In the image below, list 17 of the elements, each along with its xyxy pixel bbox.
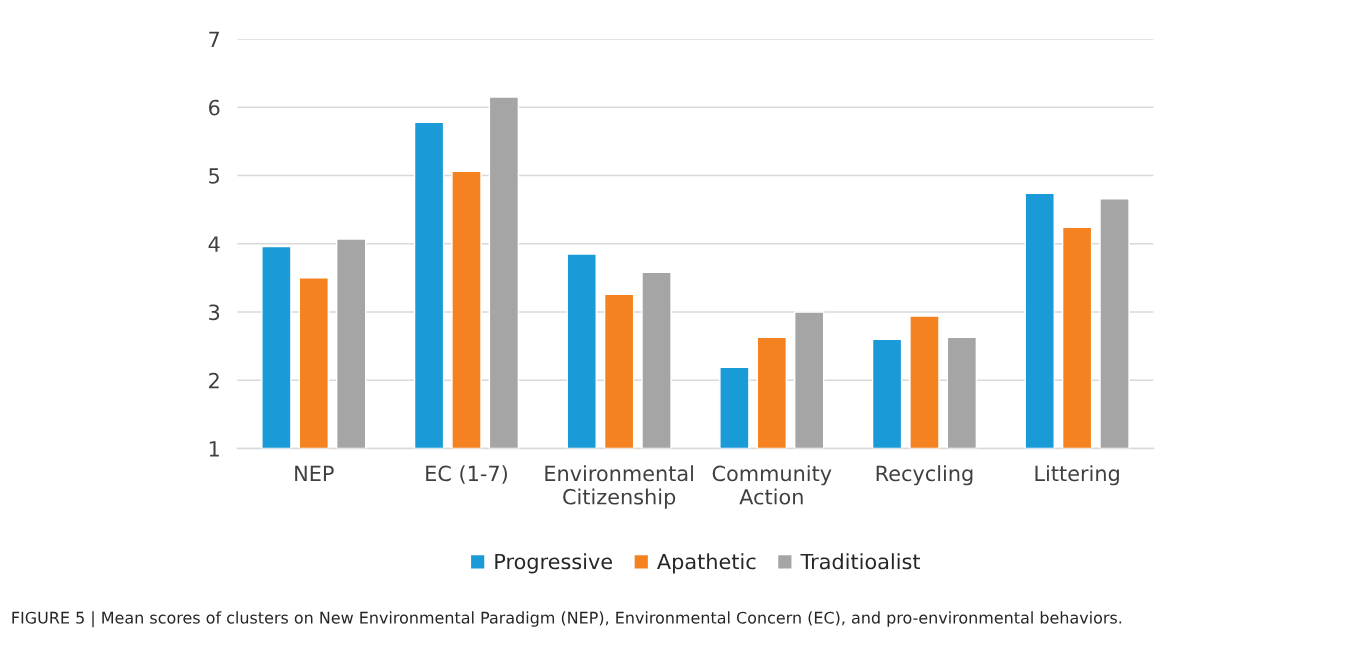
y-tick-label: 4 xyxy=(208,236,220,252)
legend-label: Traditioalist xyxy=(800,553,921,570)
legend-label: Progressive xyxy=(495,553,613,574)
x-tick-label: Littering xyxy=(1035,465,1119,486)
y-tick-label: 7 xyxy=(209,31,220,47)
caption: FIGURE 5 | Mean scores of clusters on New Environmental Paradigm (NEP), Environmental Concern (EC), and pro-environmental behaviors. xyxy=(12,611,1122,628)
legend-label: Apathetic xyxy=(657,553,756,574)
y-tick-label: 5 xyxy=(209,168,219,184)
y-tick-label: 2 xyxy=(209,372,219,389)
y-tick-label: 6 xyxy=(209,99,220,116)
x-tick-label: Recycling xyxy=(876,465,973,486)
y-tick-label: 1 xyxy=(209,441,219,457)
x-tick-label: Community Action xyxy=(712,465,832,505)
x-tick-label: NEP xyxy=(295,465,334,481)
x-tick-label: EC (1-7) xyxy=(426,465,507,484)
x-tick-label: Environmental Citizenship xyxy=(545,465,693,509)
y-tick-label: 3 xyxy=(209,304,220,321)
